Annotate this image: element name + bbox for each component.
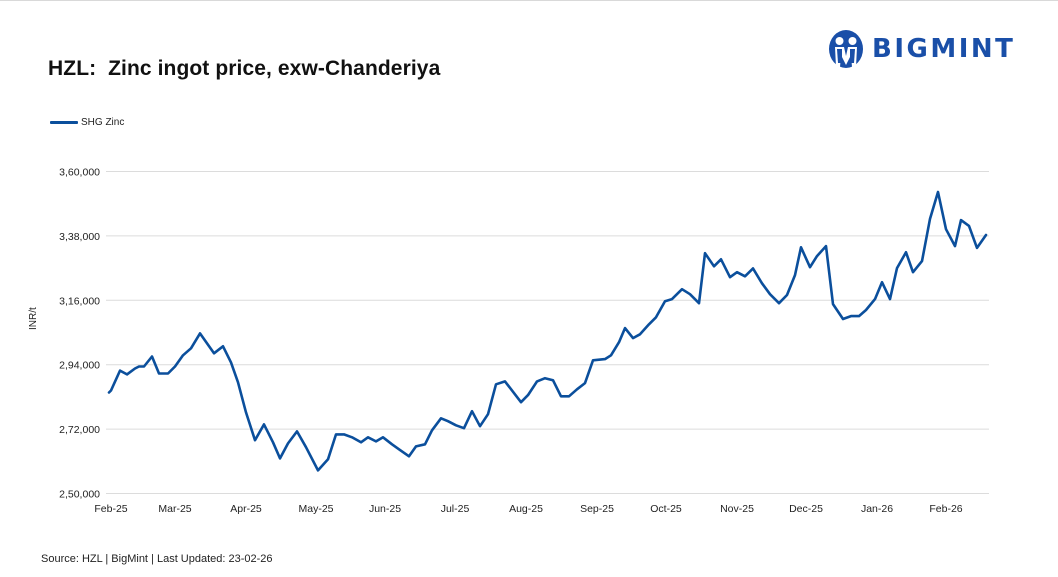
y-axis-ticks: 2,50,000 2,72,000 2,94,000 3,16,000 3,38,000… [59, 167, 100, 501]
y-tick-label: 3,38,000 [59, 231, 100, 243]
x-tick-label: Sep-25 [580, 503, 614, 515]
x-tick-label: Dec-25 [789, 503, 823, 515]
gridlines [106, 171, 989, 494]
x-tick-label: Feb-26 [929, 503, 962, 515]
x-tick-label: May-25 [298, 503, 333, 515]
y-tick-label: 2,50,000 [59, 489, 100, 501]
source-footnote: Source: HZL | BigMint | Last Updated: 23… [41, 553, 273, 565]
bigmint-people-icon [829, 30, 863, 68]
x-tick-label: Feb-25 [94, 503, 127, 515]
y-tick-label: 2,94,000 [59, 360, 100, 372]
x-tick-label: Apr-25 [230, 503, 262, 515]
x-tick-label: Mar-25 [158, 503, 191, 515]
legend-label-shg-zinc: SHG Zinc [81, 117, 125, 128]
top-divider [0, 0, 1058, 1]
y-tick-label: 3,16,000 [59, 295, 100, 307]
x-tick-label: Jun-25 [369, 503, 401, 515]
y-tick-label: 3,60,000 [59, 167, 100, 179]
chart-legend: SHG Zinc [50, 117, 124, 128]
x-tick-label: Nov-25 [720, 503, 754, 515]
y-axis-label: INR/t [28, 307, 39, 330]
x-tick-label: Aug-25 [509, 503, 543, 515]
x-axis-ticks: Feb-25 Mar-25 Apr-25 May-25 Jun-25 Jul-25 Aug-… [94, 503, 962, 515]
series-line-shg-zinc [107, 190, 988, 472]
logo-text: BIGMINT [872, 34, 1016, 64]
x-tick-label: Oct-25 [650, 503, 682, 515]
bigmint-logo: BIGMINT [828, 29, 1015, 69]
x-tick-label: Jul-25 [441, 503, 470, 515]
y-tick-label: 2,72,000 [59, 424, 100, 436]
chart-title: HZL: Zinc ingot price, exw-Chanderiya [48, 57, 441, 80]
legend-swatch-shg-zinc [50, 121, 78, 124]
x-tick-label: Jan-26 [861, 503, 893, 515]
